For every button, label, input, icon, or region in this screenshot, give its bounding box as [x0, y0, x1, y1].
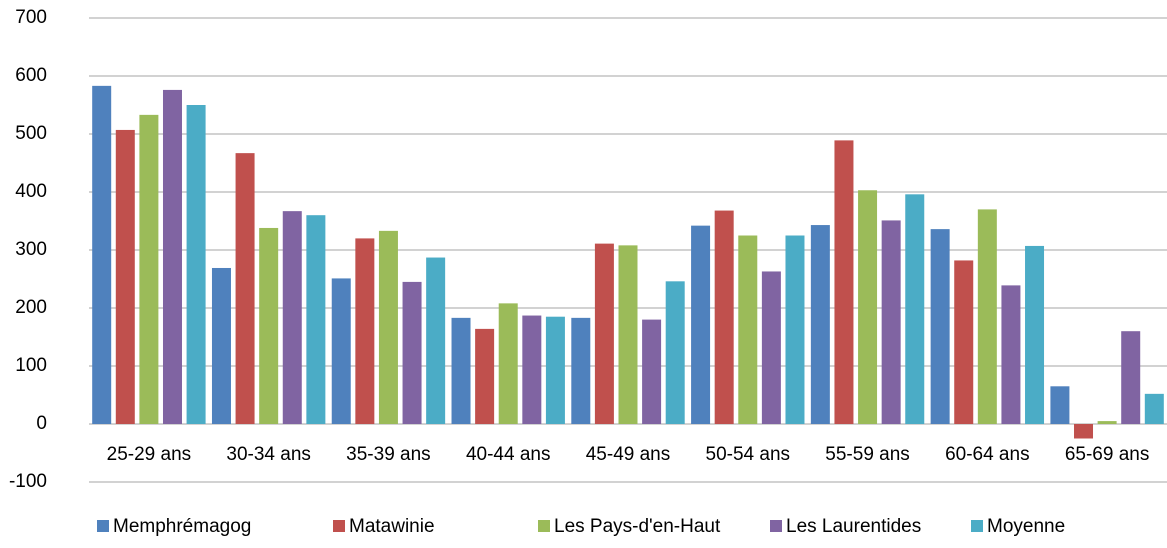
legend-label: Moyenne: [987, 516, 1065, 537]
bar: [714, 210, 734, 424]
y-tick-label: 300: [15, 239, 47, 260]
bar: [498, 303, 518, 424]
bar: [282, 211, 302, 424]
x-tick-label: 50-54 ans: [706, 444, 791, 465]
bar: [1050, 386, 1070, 424]
bar: [691, 225, 711, 424]
bar: [785, 235, 805, 424]
x-tick-label: 40-44 ans: [466, 444, 551, 465]
legend-label: Les Laurentides: [786, 516, 921, 537]
bar: [761, 271, 781, 424]
y-tick-label: 600: [15, 65, 47, 86]
bar: [930, 229, 950, 424]
bar: [545, 316, 565, 424]
bar: [115, 129, 135, 424]
bar: [1001, 285, 1021, 424]
bar: [738, 235, 758, 424]
legend-label: Matawinie: [349, 516, 435, 537]
x-tick-label: 45-49 ans: [586, 444, 671, 465]
bar: [186, 105, 206, 424]
bar: [378, 230, 398, 424]
bar: [306, 215, 326, 424]
bar: [92, 85, 112, 425]
bar: [594, 243, 614, 424]
y-tick-label: 700: [15, 7, 47, 28]
bar: [881, 220, 901, 424]
bar: [618, 245, 638, 424]
x-tick-label: 30-34 ans: [226, 444, 311, 465]
y-tick-label: 100: [15, 355, 47, 376]
bar: [259, 227, 279, 424]
y-tick-label: 200: [15, 297, 47, 318]
bar: [355, 238, 375, 424]
bar: [1144, 393, 1164, 424]
x-tick-label: 60-64 ans: [945, 444, 1030, 465]
bar: [522, 315, 542, 424]
x-tick-label: 25-29 ans: [107, 444, 192, 465]
legend-swatch: [770, 520, 782, 532]
bar: [1121, 331, 1141, 424]
bar: [475, 328, 495, 424]
bar: [571, 317, 591, 424]
bar: [858, 190, 878, 424]
y-tick-label: 0: [36, 413, 47, 434]
bar: [1074, 424, 1094, 439]
legend-swatch: [538, 520, 550, 532]
legend-swatch: [971, 520, 983, 532]
bar: [1097, 421, 1117, 424]
legend-swatch: [333, 520, 345, 532]
bar: [977, 209, 997, 424]
legend-label: Memphrémagog: [113, 516, 251, 537]
bar: [402, 281, 422, 424]
bar: [665, 281, 685, 424]
y-tick-label: 500: [15, 123, 47, 144]
bar: [810, 225, 830, 424]
bar: [954, 260, 974, 424]
bar: [331, 278, 351, 424]
x-tick-label: 35-39 ans: [346, 444, 431, 465]
bar: [162, 89, 182, 425]
bar: [139, 114, 159, 425]
bar: [642, 319, 662, 424]
x-tick-label: 55-59 ans: [825, 444, 910, 465]
y-tick-label: -100: [9, 471, 47, 492]
bar: [451, 317, 471, 424]
y-tick-label: 400: [15, 181, 47, 202]
bar: [426, 257, 446, 424]
bar: [1025, 245, 1045, 424]
legend-label: Les Pays-d'en-Haut: [554, 516, 721, 537]
bar: [235, 153, 255, 424]
bar: [834, 140, 854, 424]
bar: [211, 267, 231, 424]
bar: [905, 194, 925, 424]
legend-swatch: [97, 520, 109, 532]
x-tick-label: 65-69 ans: [1065, 444, 1150, 465]
